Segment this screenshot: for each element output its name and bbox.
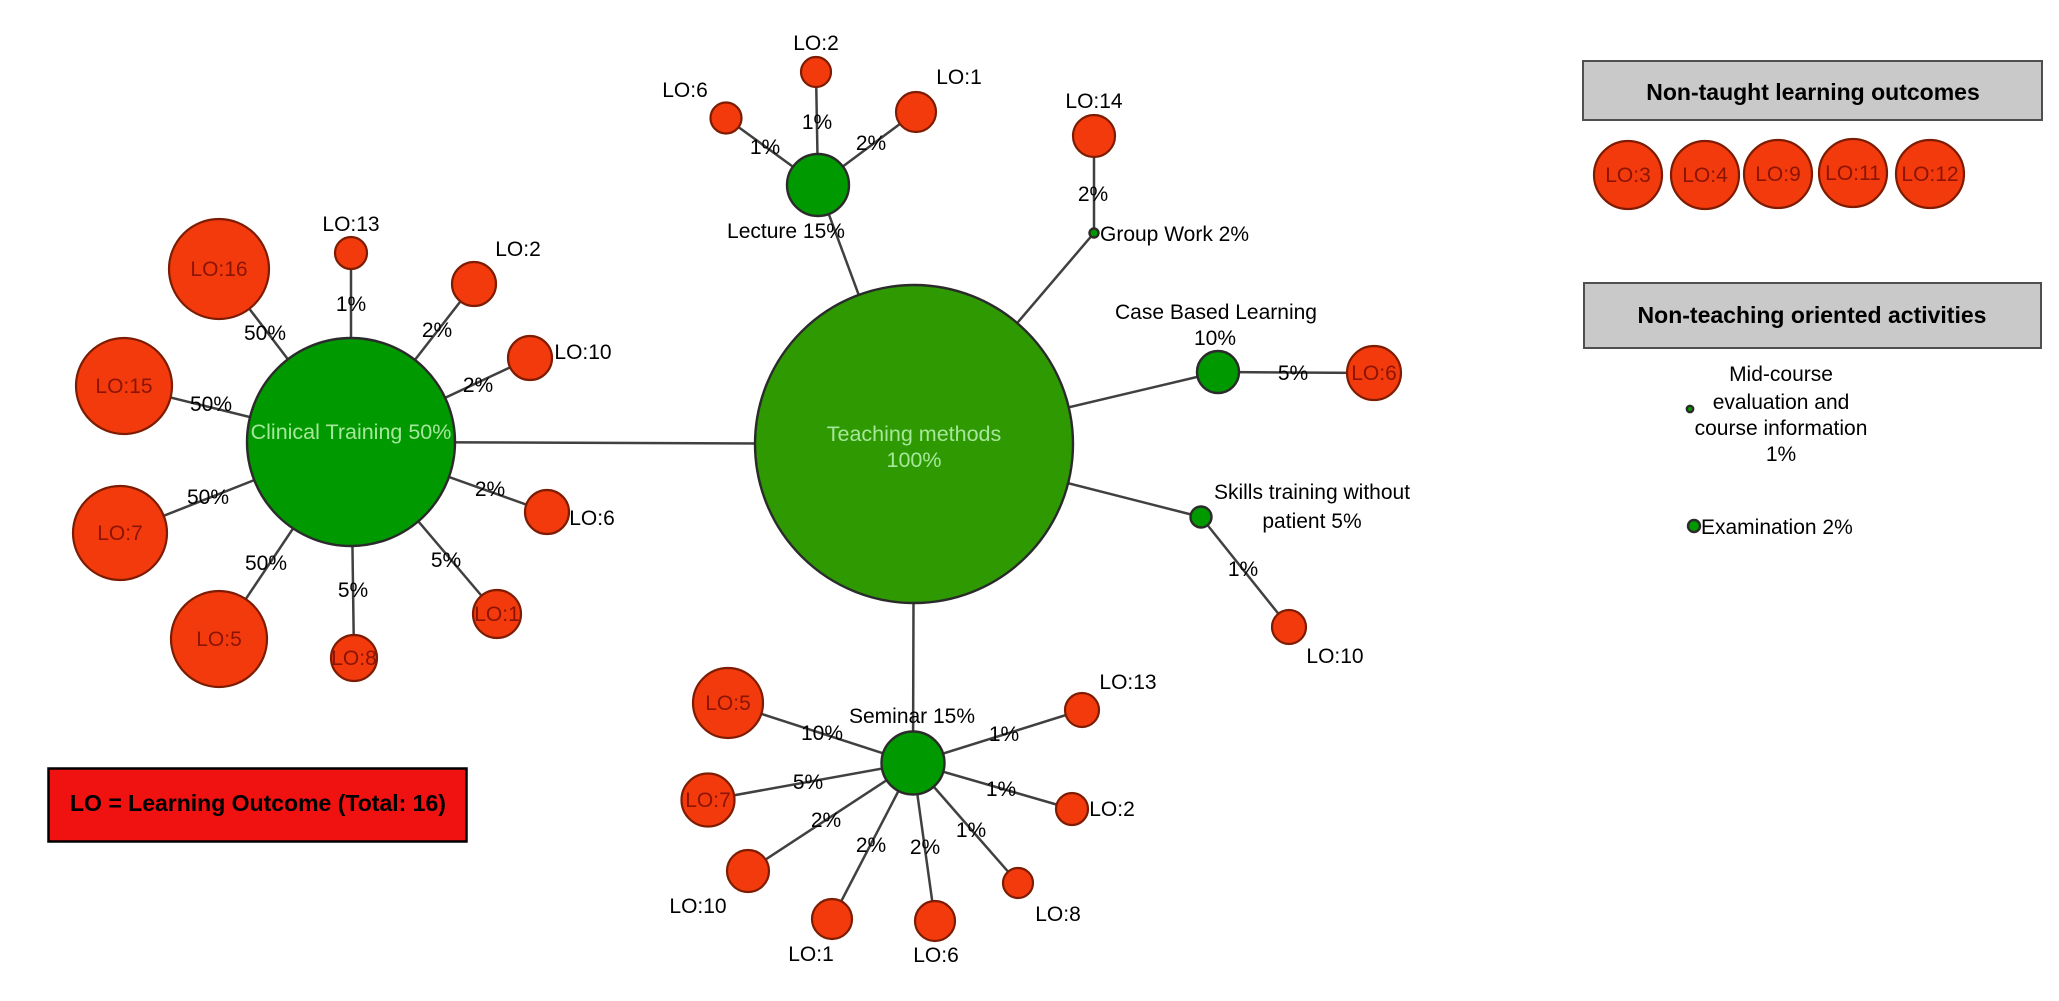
svg-text:LO:2: LO:2 bbox=[793, 32, 839, 55]
svg-text:50%: 50% bbox=[244, 322, 286, 345]
svg-text:LO:16: LO:16 bbox=[190, 258, 247, 281]
svg-text:5%: 5% bbox=[338, 579, 368, 602]
svg-text:LO:2: LO:2 bbox=[495, 238, 541, 261]
svg-text:LO:5: LO:5 bbox=[705, 692, 751, 715]
svg-text:1%: 1% bbox=[750, 136, 780, 159]
svg-text:LO:1: LO:1 bbox=[474, 603, 520, 626]
svg-text:LO:15: LO:15 bbox=[95, 375, 152, 398]
svg-text:5%: 5% bbox=[793, 771, 823, 794]
svg-text:LO:7: LO:7 bbox=[97, 522, 143, 545]
svg-text:evaluation and: evaluation and bbox=[1713, 391, 1850, 414]
svg-text:50%: 50% bbox=[190, 393, 232, 416]
svg-text:Lecture 15%: Lecture 15% bbox=[727, 220, 845, 243]
svg-text:LO:6: LO:6 bbox=[1351, 362, 1397, 385]
svg-text:Case Based Learning: Case Based Learning bbox=[1115, 301, 1317, 324]
svg-text:1%: 1% bbox=[802, 111, 832, 134]
svg-text:LO:10: LO:10 bbox=[669, 895, 726, 918]
svg-text:2%: 2% bbox=[910, 836, 940, 859]
svg-text:2%: 2% bbox=[1078, 183, 1108, 206]
svg-text:LO:13: LO:13 bbox=[322, 213, 379, 236]
svg-text:50%: 50% bbox=[245, 552, 287, 575]
svg-text:Non-taught learning outcomes: Non-taught learning outcomes bbox=[1646, 79, 1980, 105]
svg-text:Examination 2%: Examination 2% bbox=[1701, 516, 1853, 539]
svg-text:2%: 2% bbox=[856, 132, 886, 155]
svg-text:LO:4: LO:4 bbox=[1682, 164, 1728, 187]
svg-text:LO:6: LO:6 bbox=[569, 507, 615, 530]
svg-text:1%: 1% bbox=[1228, 558, 1258, 581]
svg-text:LO:2: LO:2 bbox=[1089, 798, 1135, 821]
svg-text:2%: 2% bbox=[422, 319, 452, 342]
svg-text:LO:12: LO:12 bbox=[1901, 163, 1958, 186]
svg-text:LO:3: LO:3 bbox=[1605, 164, 1651, 187]
svg-text:LO:9: LO:9 bbox=[1755, 163, 1801, 186]
svg-text:LO:10: LO:10 bbox=[554, 341, 611, 364]
svg-text:LO:1: LO:1 bbox=[936, 66, 982, 89]
svg-text:LO:5: LO:5 bbox=[196, 628, 242, 651]
svg-text:2%: 2% bbox=[856, 834, 886, 857]
svg-text:LO:13: LO:13 bbox=[1099, 671, 1156, 694]
svg-text:LO:7: LO:7 bbox=[685, 789, 731, 812]
svg-text:Group Work 2%: Group Work 2% bbox=[1100, 223, 1249, 246]
svg-text:LO = Learning Outcome (Total:: LO = Learning Outcome (Total: 16) bbox=[70, 790, 446, 816]
svg-text:LO:10: LO:10 bbox=[1306, 645, 1363, 668]
svg-text:5%: 5% bbox=[431, 549, 461, 572]
svg-text:Mid-course: Mid-course bbox=[1729, 363, 1833, 386]
svg-text:1%: 1% bbox=[986, 778, 1016, 801]
svg-text:Seminar 15%: Seminar 15% bbox=[849, 705, 975, 728]
svg-text:LO:8: LO:8 bbox=[331, 647, 377, 670]
svg-text:2%: 2% bbox=[475, 478, 505, 501]
svg-text:LO:8: LO:8 bbox=[1035, 903, 1081, 926]
svg-text:1%: 1% bbox=[956, 819, 986, 842]
svg-text:1%: 1% bbox=[1766, 443, 1796, 466]
svg-text:2%: 2% bbox=[463, 374, 493, 397]
svg-text:2%: 2% bbox=[811, 809, 841, 832]
svg-text:1%: 1% bbox=[989, 723, 1019, 746]
svg-text:100%: 100% bbox=[887, 448, 942, 472]
svg-text:1%: 1% bbox=[336, 293, 366, 316]
svg-text:50%: 50% bbox=[187, 486, 229, 509]
svg-text:10%: 10% bbox=[801, 722, 843, 745]
svg-text:5%: 5% bbox=[1278, 362, 1308, 385]
svg-text:Non-teaching oriented activiti: Non-teaching oriented activities bbox=[1638, 302, 1987, 328]
svg-text:LO:6: LO:6 bbox=[913, 944, 959, 967]
svg-text:10%: 10% bbox=[1194, 327, 1236, 350]
svg-text:Teaching methods: Teaching methods bbox=[827, 422, 1002, 446]
svg-text:Clinical Training 50%: Clinical Training 50% bbox=[251, 420, 452, 444]
svg-text:patient 5%: patient 5% bbox=[1262, 510, 1361, 533]
svg-text:LO:1: LO:1 bbox=[788, 943, 834, 966]
svg-text:LO:14: LO:14 bbox=[1065, 90, 1123, 113]
svg-text:LO:11: LO:11 bbox=[1825, 162, 1881, 185]
svg-text:course information: course information bbox=[1695, 417, 1868, 440]
svg-text:LO:6: LO:6 bbox=[662, 79, 708, 102]
svg-text:Skills training without: Skills training without bbox=[1214, 481, 1410, 504]
